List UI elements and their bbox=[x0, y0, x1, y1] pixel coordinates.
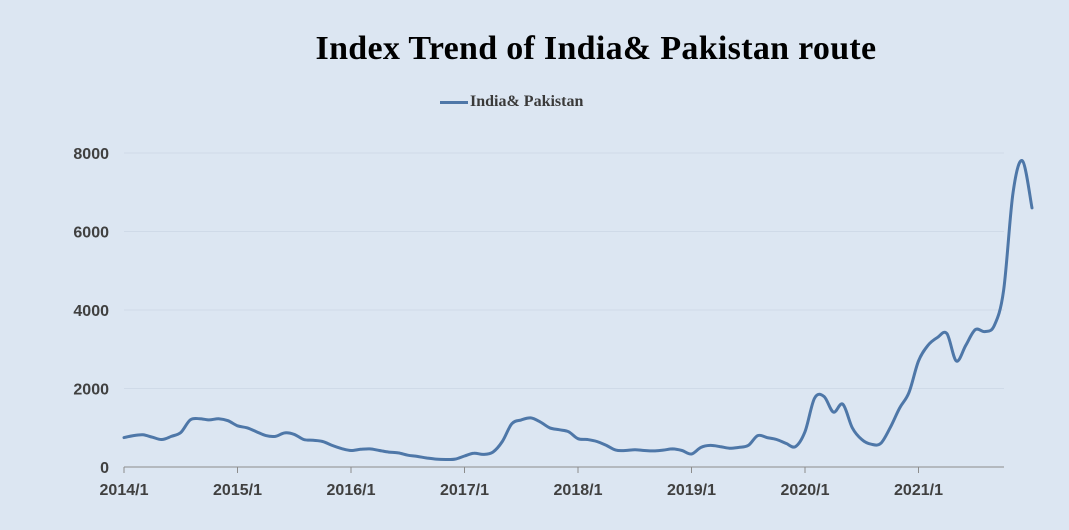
x-tick-label: 2019/1 bbox=[667, 482, 716, 499]
x-tick-label: 2021/1 bbox=[894, 482, 943, 499]
legend: India& Pakistan bbox=[440, 93, 583, 111]
x-tick-label: 2020/1 bbox=[781, 482, 830, 499]
y-tick-label: 0 bbox=[100, 460, 109, 477]
x-tick-label: 2018/1 bbox=[554, 482, 603, 499]
x-tick-label: 2015/1 bbox=[213, 482, 262, 499]
y-tick-label: 4000 bbox=[73, 303, 109, 320]
legend-swatch bbox=[440, 100, 468, 104]
x-tick-label: 2017/1 bbox=[440, 482, 489, 499]
x-tick-label: 2014/1 bbox=[100, 482, 149, 499]
y-tick-label: 6000 bbox=[73, 225, 109, 242]
legend-label: India& Pakistan bbox=[470, 93, 584, 110]
x-tick-label: 2016/1 bbox=[327, 482, 376, 499]
y-tick-label: 2000 bbox=[73, 382, 109, 399]
series-line bbox=[122, 159, 1034, 462]
y-tick-label: 8000 bbox=[73, 146, 109, 163]
chart-title: Index Trend of India& Pakistan route bbox=[315, 30, 877, 67]
